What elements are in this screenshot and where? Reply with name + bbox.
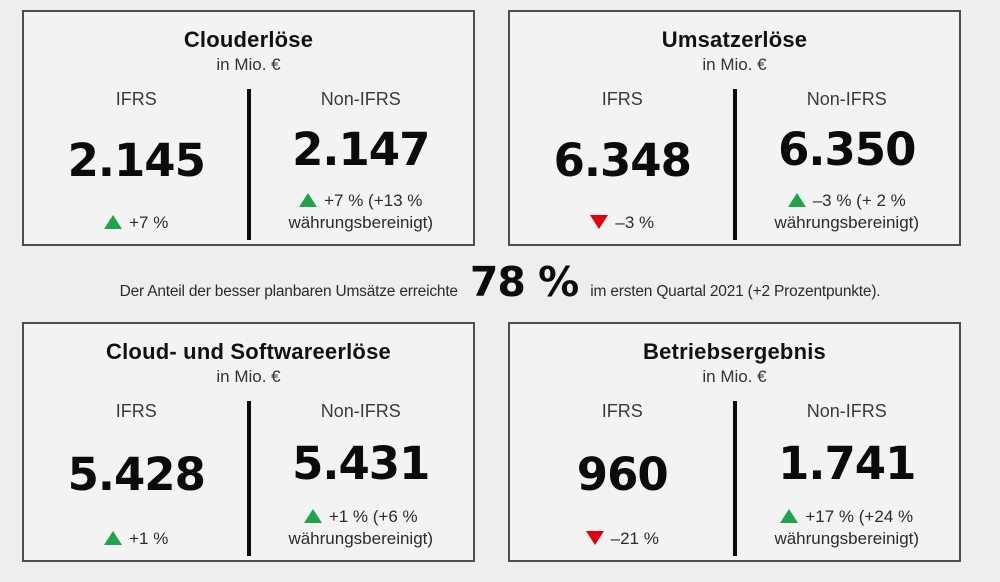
column-divider: [732, 89, 737, 240]
card-title: Cloud- und Softwareerlöse: [106, 339, 391, 364]
triangle-down-icon: [585, 530, 604, 545]
kpi-card-cloud-und-softwareerloese: Cloud- und Softwareerlöse in Mio. € IFRS…: [22, 322, 475, 562]
non-ifrs-change: +1 % (+6 % währungsbereinigt): [257, 506, 466, 550]
summary-prefix: Der Anteil der besser planbaren Umsätze …: [119, 283, 458, 300]
non-ifrs-label: Non-IFRS: [806, 89, 887, 109]
column-divider: [732, 401, 737, 556]
triangle-up-icon: [780, 508, 799, 523]
ifrs-value: 960: [576, 448, 669, 502]
non-ifrs-label: Non-IFRS: [806, 401, 887, 421]
ifrs-change-text: –3 %: [615, 212, 655, 232]
ifrs-change: +1 %: [104, 528, 168, 550]
card-title: Umsatzerlöse: [661, 27, 808, 52]
non-ifrs-change-text: +1 % (+6 % währungsbereinigt): [288, 506, 434, 548]
kpi-card-umsatzerloese: Umsatzerlöse in Mio. € IFRS 6.348 –3 % N…: [508, 10, 961, 246]
column-divider: [246, 401, 251, 556]
non-ifrs-column: Non-IFRS 1.741 +17 % (+24 % währungsbere…: [735, 387, 960, 560]
card-title: Betriebsergebnis: [643, 339, 826, 364]
ifrs-label: IFRS: [115, 401, 157, 421]
bottom-row: Cloud- und Softwareerlöse in Mio. € IFRS…: [22, 322, 961, 562]
triangle-up-icon: [787, 192, 806, 207]
triangle-up-icon: [104, 530, 123, 545]
ifrs-change-text: –21 %: [610, 528, 659, 548]
ifrs-change-text: +1 %: [129, 528, 169, 548]
non-ifrs-change: –3 % (+ 2 % währungsbereinigt): [743, 190, 952, 234]
ifrs-label: IFRS: [601, 89, 643, 109]
ifrs-change: –21 %: [585, 528, 659, 550]
summary-highlight: 78 %: [469, 258, 579, 306]
card-unit: in Mio. €: [216, 367, 281, 386]
ifrs-change-text: +7 %: [129, 212, 169, 232]
non-ifrs-value: 2.147: [292, 123, 430, 177]
triangle-up-icon: [104, 214, 123, 229]
ifrs-column: IFRS 6.348 –3 %: [510, 75, 735, 244]
ifrs-label: IFRS: [601, 401, 643, 421]
card-columns: IFRS 2.145 +7 % Non-IFRS 2.147 +7 % (+13…: [24, 75, 473, 244]
kpi-card-clouderloese: Clouderlöse in Mio. € IFRS 2.145 +7 % No…: [22, 10, 475, 246]
ifrs-label: IFRS: [115, 89, 157, 109]
kpi-card-betriebsergebnis: Betriebsergebnis in Mio. € IFRS 960 –21 …: [508, 322, 961, 562]
non-ifrs-value: 1.741: [778, 437, 916, 491]
non-ifrs-label: Non-IFRS: [320, 89, 401, 109]
ifrs-column: IFRS 2.145 +7 %: [24, 75, 249, 244]
triangle-up-icon: [303, 508, 322, 523]
card-columns: IFRS 6.348 –3 % Non-IFRS 6.350 –3 % (+ 2…: [510, 75, 959, 244]
ifrs-value: 6.348: [553, 134, 692, 188]
ifrs-value: 5.428: [67, 448, 206, 502]
card-columns: IFRS 5.428 +1 % Non-IFRS 5.431 +1 % (+6 …: [24, 387, 473, 560]
non-ifrs-change: +17 % (+24 % währungsbereinigt): [743, 506, 952, 550]
card-columns: IFRS 960 –21 % Non-IFRS 1.741 +17 % (+24…: [510, 387, 959, 560]
card-unit: in Mio. €: [216, 55, 281, 74]
summary-text: Der Anteil der besser planbaren Umsätze …: [0, 246, 1000, 322]
card-title: Clouderlöse: [183, 27, 314, 52]
non-ifrs-column: Non-IFRS 6.350 –3 % (+ 2 % währungsberei…: [735, 75, 960, 244]
triangle-down-icon: [590, 214, 609, 229]
ifrs-column: IFRS 960 –21 %: [510, 387, 735, 560]
column-divider: [246, 89, 251, 240]
ifrs-change: –3 %: [590, 212, 654, 234]
non-ifrs-change-text: +7 % (+13 % währungsbereinigt): [288, 190, 434, 232]
non-ifrs-label: Non-IFRS: [320, 401, 401, 421]
top-row: Clouderlöse in Mio. € IFRS 2.145 +7 % No…: [22, 10, 961, 246]
ifrs-value: 2.145: [67, 134, 206, 188]
triangle-up-icon: [299, 192, 318, 207]
non-ifrs-column: Non-IFRS 5.431 +1 % (+6 % währungsberein…: [249, 387, 474, 560]
summary-suffix: im ersten Quartal 2021 (+2 Prozentpunkte…: [590, 283, 881, 300]
ifrs-change: +7 %: [104, 212, 168, 234]
non-ifrs-change-text: –3 % (+ 2 % währungsbereinigt): [774, 190, 920, 232]
non-ifrs-change: +7 % (+13 % währungsbereinigt): [257, 190, 466, 234]
non-ifrs-value: 6.350: [778, 123, 916, 177]
non-ifrs-column: Non-IFRS 2.147 +7 % (+13 % währungsberei…: [249, 75, 474, 244]
ifrs-column: IFRS 5.428 +1 %: [24, 387, 249, 560]
card-unit: in Mio. €: [702, 55, 767, 74]
card-unit: in Mio. €: [702, 367, 767, 386]
non-ifrs-value: 5.431: [292, 437, 430, 491]
non-ifrs-change-text: +17 % (+24 % währungsbereinigt): [774, 506, 920, 548]
